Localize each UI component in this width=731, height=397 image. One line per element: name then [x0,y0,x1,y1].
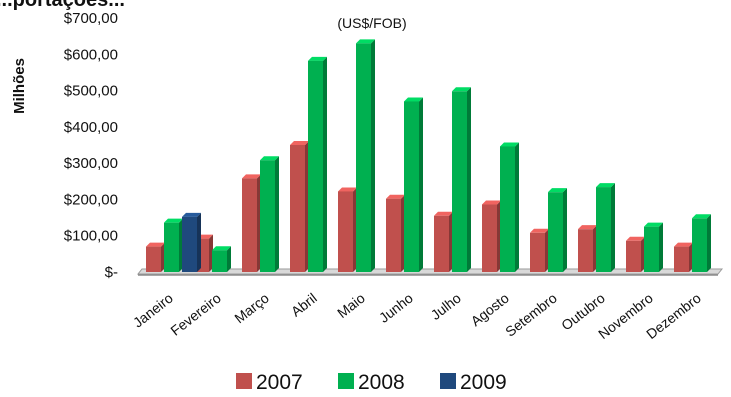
y-tick-label: $400,00 [64,119,118,136]
bar-2007-setembro [530,228,549,272]
legend-label: 2008 [358,371,405,392]
chart-floor [136,268,724,276]
bar-2008-dezembro [692,214,711,272]
x-tick-label: Dezembro [643,290,704,342]
bar-2008-maio [356,39,375,273]
x-tick-label: Maio [334,290,368,321]
y-tick-label: $500,00 [64,83,118,100]
chart-subtitle: (US$/FOB) [337,15,406,31]
y-tick-label: $100,00 [64,228,118,245]
x-tick-label: Setembro [502,290,560,340]
bar-2007-maio [338,187,357,272]
bars [146,39,711,273]
legend-swatch [236,373,252,389]
y-tick-label: $600,00 [64,46,118,63]
x-tick-label: Agosto [468,290,512,330]
bar-2007-novembro [626,236,645,272]
bar-2008-novembro [644,222,663,272]
chart-title-fragment: ...portações... [0,0,125,11]
y-axis-label: Milhões [11,58,28,114]
bar-2008-janeiro [164,218,183,272]
legend-swatch [440,373,456,389]
bar-2008-fevereiro [212,246,231,272]
bar-2008-setembro [548,188,567,272]
legend-label: 2009 [460,371,507,392]
bar-2008-julho [452,87,471,272]
y-axis-ticks: $700,00 $600,00 $500,00 $400,00 $300,00 $200,… [64,10,118,281]
bar-2007-julho [434,211,453,272]
bar-2008-agosto [500,142,519,272]
y-tick-label: $300,00 [64,155,118,172]
bar-2007-dezembro [674,242,693,272]
x-tick-label: Junho [376,290,416,326]
bar-2007-janeiro [146,242,165,272]
legend: 2007 2008 2009 [236,371,507,394]
bar-2007-abril [290,141,309,272]
bar-2007-agosto [482,200,501,272]
bar-2007-março [242,174,261,272]
legend-label: 2007 [256,371,303,392]
bar-2008-abril [308,56,327,273]
y-tick-label: $200,00 [64,191,118,208]
legend-item-2007: 2007 [236,371,303,394]
bar-2009-janeiro [182,212,201,272]
bar-2007-outubro [578,225,597,272]
x-tick-label: Março [231,290,272,327]
y-tick-label: $700,00 [64,10,118,27]
bar-2007-junho [386,194,405,272]
bar-2008-outubro [596,183,615,272]
legend-item-2008: 2008 [338,371,405,394]
floor-plane [136,268,724,275]
bar-2008-junho [404,97,423,272]
x-tick-label: Julho [428,290,464,323]
legend-item-2009: 2009 [440,371,507,394]
legend-swatch [338,373,354,389]
x-tick-label: Fevereiro [167,290,224,339]
y-tick-label: $- [105,264,118,281]
x-tick-label: Abril [288,290,320,320]
bar-2008-março [260,156,279,272]
